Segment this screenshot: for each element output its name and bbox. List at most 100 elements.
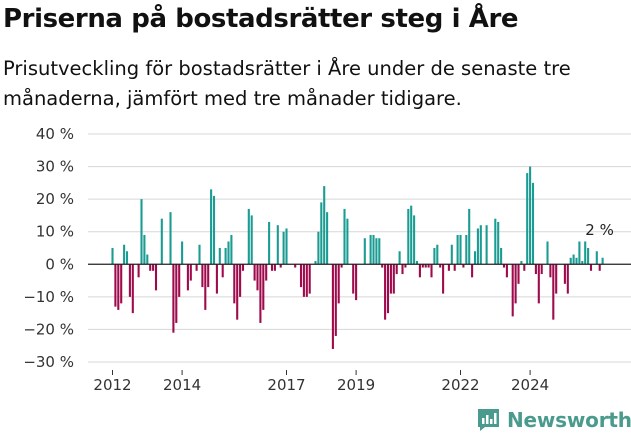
newsworthy-logo[interactable]: Newsworthy — [476, 408, 631, 432]
y-tick-label: 30 % — [36, 158, 74, 176]
bar — [282, 231, 285, 265]
bar — [230, 234, 233, 265]
bar — [149, 264, 152, 271]
bar — [355, 264, 358, 301]
bar — [584, 241, 587, 265]
bar — [262, 264, 265, 310]
y-tick-label: −30 % — [23, 353, 74, 371]
bar — [215, 264, 218, 294]
x-axis-labels: 2012 2014 2017 2019 2022 2024 — [93, 370, 549, 394]
bar — [563, 264, 566, 284]
bar — [259, 264, 262, 323]
bar — [410, 205, 413, 265]
bar — [497, 221, 500, 265]
bar — [540, 264, 543, 275]
bar — [181, 241, 184, 265]
bar — [294, 264, 297, 268]
bar — [221, 264, 224, 278]
bar — [265, 264, 268, 281]
bar — [337, 264, 340, 304]
bar — [485, 225, 488, 265]
bar — [270, 264, 274, 271]
bar — [601, 257, 604, 265]
bar — [175, 264, 178, 323]
bar — [317, 231, 320, 265]
bar — [476, 228, 479, 265]
bar — [239, 264, 242, 297]
bar — [279, 264, 282, 268]
bar — [146, 254, 149, 265]
x-tick-label: 2024 — [511, 376, 549, 394]
bar — [459, 234, 462, 265]
bar — [201, 264, 204, 288]
bar — [154, 264, 158, 291]
bar — [415, 261, 419, 265]
bar — [256, 264, 259, 291]
chart-subtitle: Prisutveckling för bostadsrätter i Åre u… — [3, 57, 571, 110]
bar — [531, 182, 535, 265]
bar — [407, 208, 410, 265]
x-tick-label: 2017 — [267, 376, 305, 394]
bar — [450, 244, 453, 265]
bar — [389, 264, 392, 294]
bar — [273, 264, 276, 271]
x-tick-label: 2019 — [337, 376, 375, 394]
bar — [212, 195, 216, 265]
bar — [323, 186, 326, 265]
bar — [581, 261, 584, 265]
bar — [224, 248, 227, 265]
bar — [468, 208, 471, 265]
bar — [346, 218, 349, 265]
bar — [120, 264, 123, 304]
bar — [369, 234, 372, 265]
bar — [413, 215, 416, 265]
bar — [552, 264, 555, 320]
bar — [363, 238, 366, 265]
bar — [247, 208, 250, 265]
bar — [392, 264, 395, 294]
bar — [514, 264, 517, 304]
bar — [169, 212, 172, 265]
bar — [372, 234, 375, 265]
bar — [285, 228, 288, 265]
bar — [421, 264, 424, 268]
bar — [424, 264, 427, 268]
bar — [172, 264, 175, 333]
bar — [505, 264, 508, 278]
bar — [587, 248, 590, 265]
bar — [572, 254, 575, 265]
bar — [143, 234, 146, 265]
bar — [160, 218, 163, 265]
bar — [198, 244, 201, 265]
bar — [453, 264, 456, 271]
brand-name: Newsworthy — [507, 408, 631, 432]
bar — [250, 215, 253, 265]
bar — [340, 264, 343, 268]
bar — [117, 264, 120, 310]
bar — [398, 251, 401, 265]
bar — [500, 248, 503, 265]
bar — [241, 264, 245, 271]
last-value-annotation: 2 % — [585, 221, 614, 239]
bar — [462, 264, 465, 268]
bar — [523, 264, 526, 271]
bar — [549, 264, 552, 278]
bar — [534, 264, 537, 275]
bars — [111, 166, 604, 349]
bar — [314, 261, 317, 265]
bar — [386, 264, 390, 314]
bar — [479, 225, 482, 265]
bar — [375, 238, 378, 265]
bar — [152, 264, 155, 271]
bar — [207, 264, 210, 288]
bar — [378, 238, 381, 265]
y-tick-label: 0 % — [45, 255, 74, 273]
y-axis-labels: 40 % 30 % 20 % 10 % 0 % −10 % −20 % −30 % — [23, 125, 74, 371]
bar — [511, 264, 514, 317]
chart-title: Priserna på bostadsrätter steg i Åre — [3, 4, 519, 34]
bar — [195, 264, 198, 271]
bar — [299, 264, 303, 288]
bar — [442, 264, 445, 294]
bar — [526, 173, 529, 265]
bar — [189, 264, 192, 281]
